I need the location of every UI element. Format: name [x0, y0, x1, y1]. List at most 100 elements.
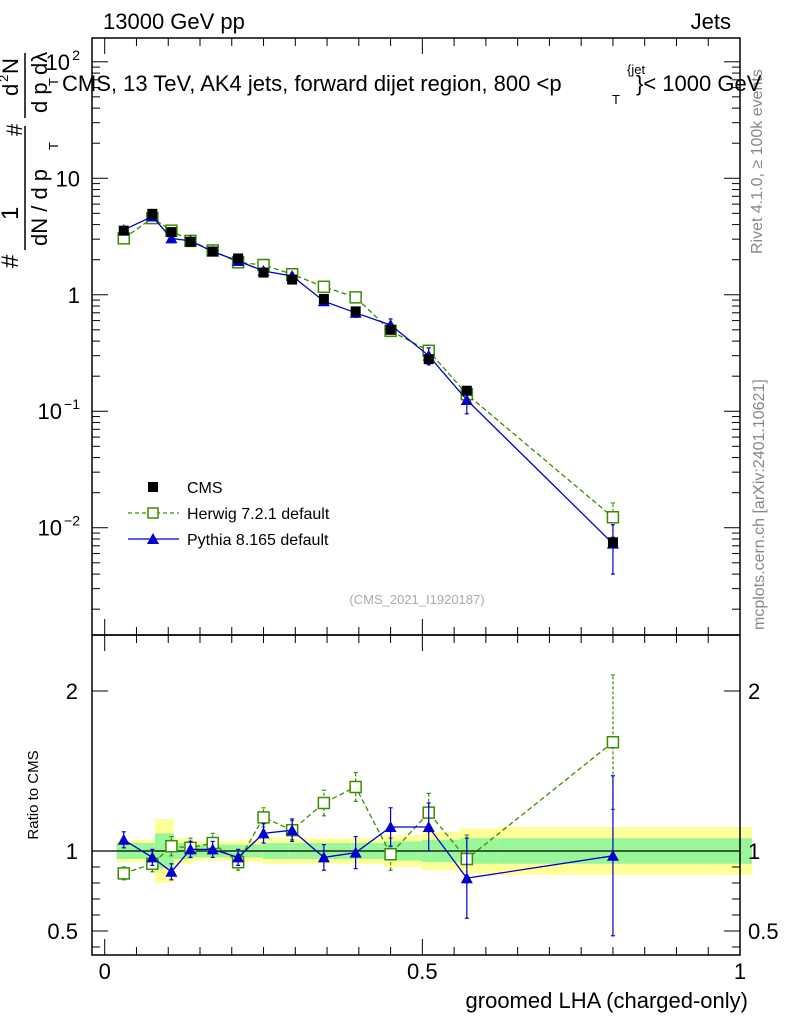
series-line	[123, 217, 614, 518]
data-point	[607, 537, 618, 548]
data-point	[460, 872, 473, 884]
y-label-den: dN / d p	[27, 169, 52, 246]
data-point	[606, 511, 620, 524]
data-point	[207, 246, 218, 257]
y-label-den2-sub: T	[46, 78, 61, 86]
data-point	[233, 253, 244, 264]
y-tick-label-base: 10	[38, 399, 62, 424]
data-point	[185, 236, 196, 247]
y-tick-label-base: 10	[46, 50, 70, 75]
y-tick-label: 1	[68, 283, 80, 308]
data-point	[460, 393, 473, 405]
legend-cms-marker	[148, 482, 158, 492]
data-point	[117, 867, 131, 880]
data-point	[350, 306, 361, 317]
y-label-num-n: N	[0, 58, 23, 74]
data-point	[384, 821, 397, 832]
ratio-y-tick-label-right: 0.5	[748, 919, 779, 944]
data-point	[349, 846, 362, 858]
legend-pythia-marker	[147, 533, 159, 544]
chart-title: CMS, 13 TeV, AK4 jets, forward dijet reg…	[62, 62, 762, 107]
data-point	[606, 849, 619, 861]
data-point	[286, 824, 299, 836]
data-point	[606, 735, 620, 749]
data-point	[147, 208, 158, 219]
y-tick-label: 10 −1	[38, 396, 81, 424]
ratio-y-tick-label-left: 1	[66, 839, 78, 864]
chart-title-tail: }< 1000 GeV	[636, 71, 762, 96]
legend-entry-pythia: Pythia 8.165 default	[128, 532, 329, 549]
legend-entry-herwig: Herwig 7.2.1 default	[128, 506, 330, 523]
data-point	[166, 227, 177, 238]
data-point	[117, 833, 130, 845]
ratio-panel: 0.5 0.51 12 2 0 0.5 1 Ratio to CMS groomed LH…	[25, 634, 779, 1013]
y-label-num: d	[0, 84, 23, 96]
rivet-label: Rivet 4.1.0, ≥ 100k events	[749, 69, 766, 254]
y-tick-label: 10	[56, 166, 80, 191]
y-tick-label-exp: 2	[72, 47, 80, 63]
data-point	[461, 385, 472, 396]
chart-title-text: CMS, 13 TeV, AK4 jets, forward dijet reg…	[62, 71, 562, 96]
ratio-y-tick-label-left: 0.5	[47, 919, 78, 944]
data-point	[146, 851, 159, 863]
ratio-frame	[91, 634, 741, 956]
y-tick-label-exp: −1	[64, 396, 80, 412]
y-tick-label-base: 10	[38, 516, 62, 541]
chart-title-sub: T	[612, 92, 620, 107]
y-tick-label: 10 2	[46, 47, 81, 75]
data-point	[257, 827, 270, 839]
data-point	[349, 780, 362, 794]
legend: CMS Herwig 7.2.1 default Pythia 8.165 de…	[128, 480, 330, 549]
header-right: Jets	[691, 9, 731, 34]
legend-cms-label: CMS	[187, 480, 223, 497]
ratio-x-ticks: 0 0.5 1	[99, 635, 746, 984]
y-tick-label-base: 10	[56, 166, 80, 191]
data-point	[184, 843, 197, 855]
y-label-hash1: #	[0, 254, 24, 268]
ratio-series	[117, 674, 620, 937]
data-point	[287, 274, 298, 285]
data-point	[165, 865, 178, 877]
data-point	[165, 232, 178, 244]
data-point	[318, 293, 329, 304]
ratio-y-tick-label-left: 2	[66, 679, 78, 704]
data-point	[317, 280, 331, 294]
y-label-one: 1	[0, 207, 24, 220]
data-point	[422, 821, 435, 832]
y-label-den2: d p	[27, 82, 52, 113]
data-point	[385, 324, 396, 335]
data-point	[349, 291, 362, 304]
data-point	[118, 225, 129, 236]
analysis-watermark: (CMS_2021_I1920187)	[349, 592, 484, 607]
series-line	[123, 826, 614, 879]
y-label-den3: dλ	[27, 52, 52, 75]
y-tick-label: 10 −2	[38, 513, 81, 541]
main-x-ticks	[104, 38, 741, 635]
legend-herwig-marker	[147, 507, 159, 519]
x-axis-label: groomed LHA (charged-only)	[466, 988, 748, 1013]
main-y-label: # 1 dN / d p T # d p T dλ d 2 N	[0, 52, 61, 268]
main-series	[117, 208, 620, 575]
ratio-y-tick-label-right: 1	[748, 839, 760, 864]
y-label-den-sub: T	[46, 142, 61, 150]
legend-entry-cms: CMS	[148, 480, 223, 497]
chart-title-sup: {jet	[627, 62, 645, 77]
data-point	[206, 843, 219, 855]
data-point	[165, 839, 178, 853]
data-point	[317, 796, 331, 810]
legend-herwig-label: Herwig 7.2.1 default	[187, 506, 330, 523]
mcplots-label: mcplots.cern.ch [arXiv:2401.10621]	[751, 379, 768, 630]
data-point	[317, 851, 330, 863]
y-tick-label-exp: −2	[64, 513, 80, 529]
x-tick-label: 1	[734, 959, 746, 984]
data-point	[257, 811, 270, 824]
y-label-num-sup: 2	[0, 75, 11, 82]
x-tick-label: 0	[99, 959, 111, 984]
ratio-y-ticks: 0.5 0.5 1 1 2 2	[47, 679, 779, 948]
data-point	[232, 851, 245, 863]
x-tick-label: 0.5	[407, 959, 438, 984]
data-point	[384, 847, 397, 861]
legend-pythia-label: Pythia 8.165 default	[187, 532, 329, 549]
